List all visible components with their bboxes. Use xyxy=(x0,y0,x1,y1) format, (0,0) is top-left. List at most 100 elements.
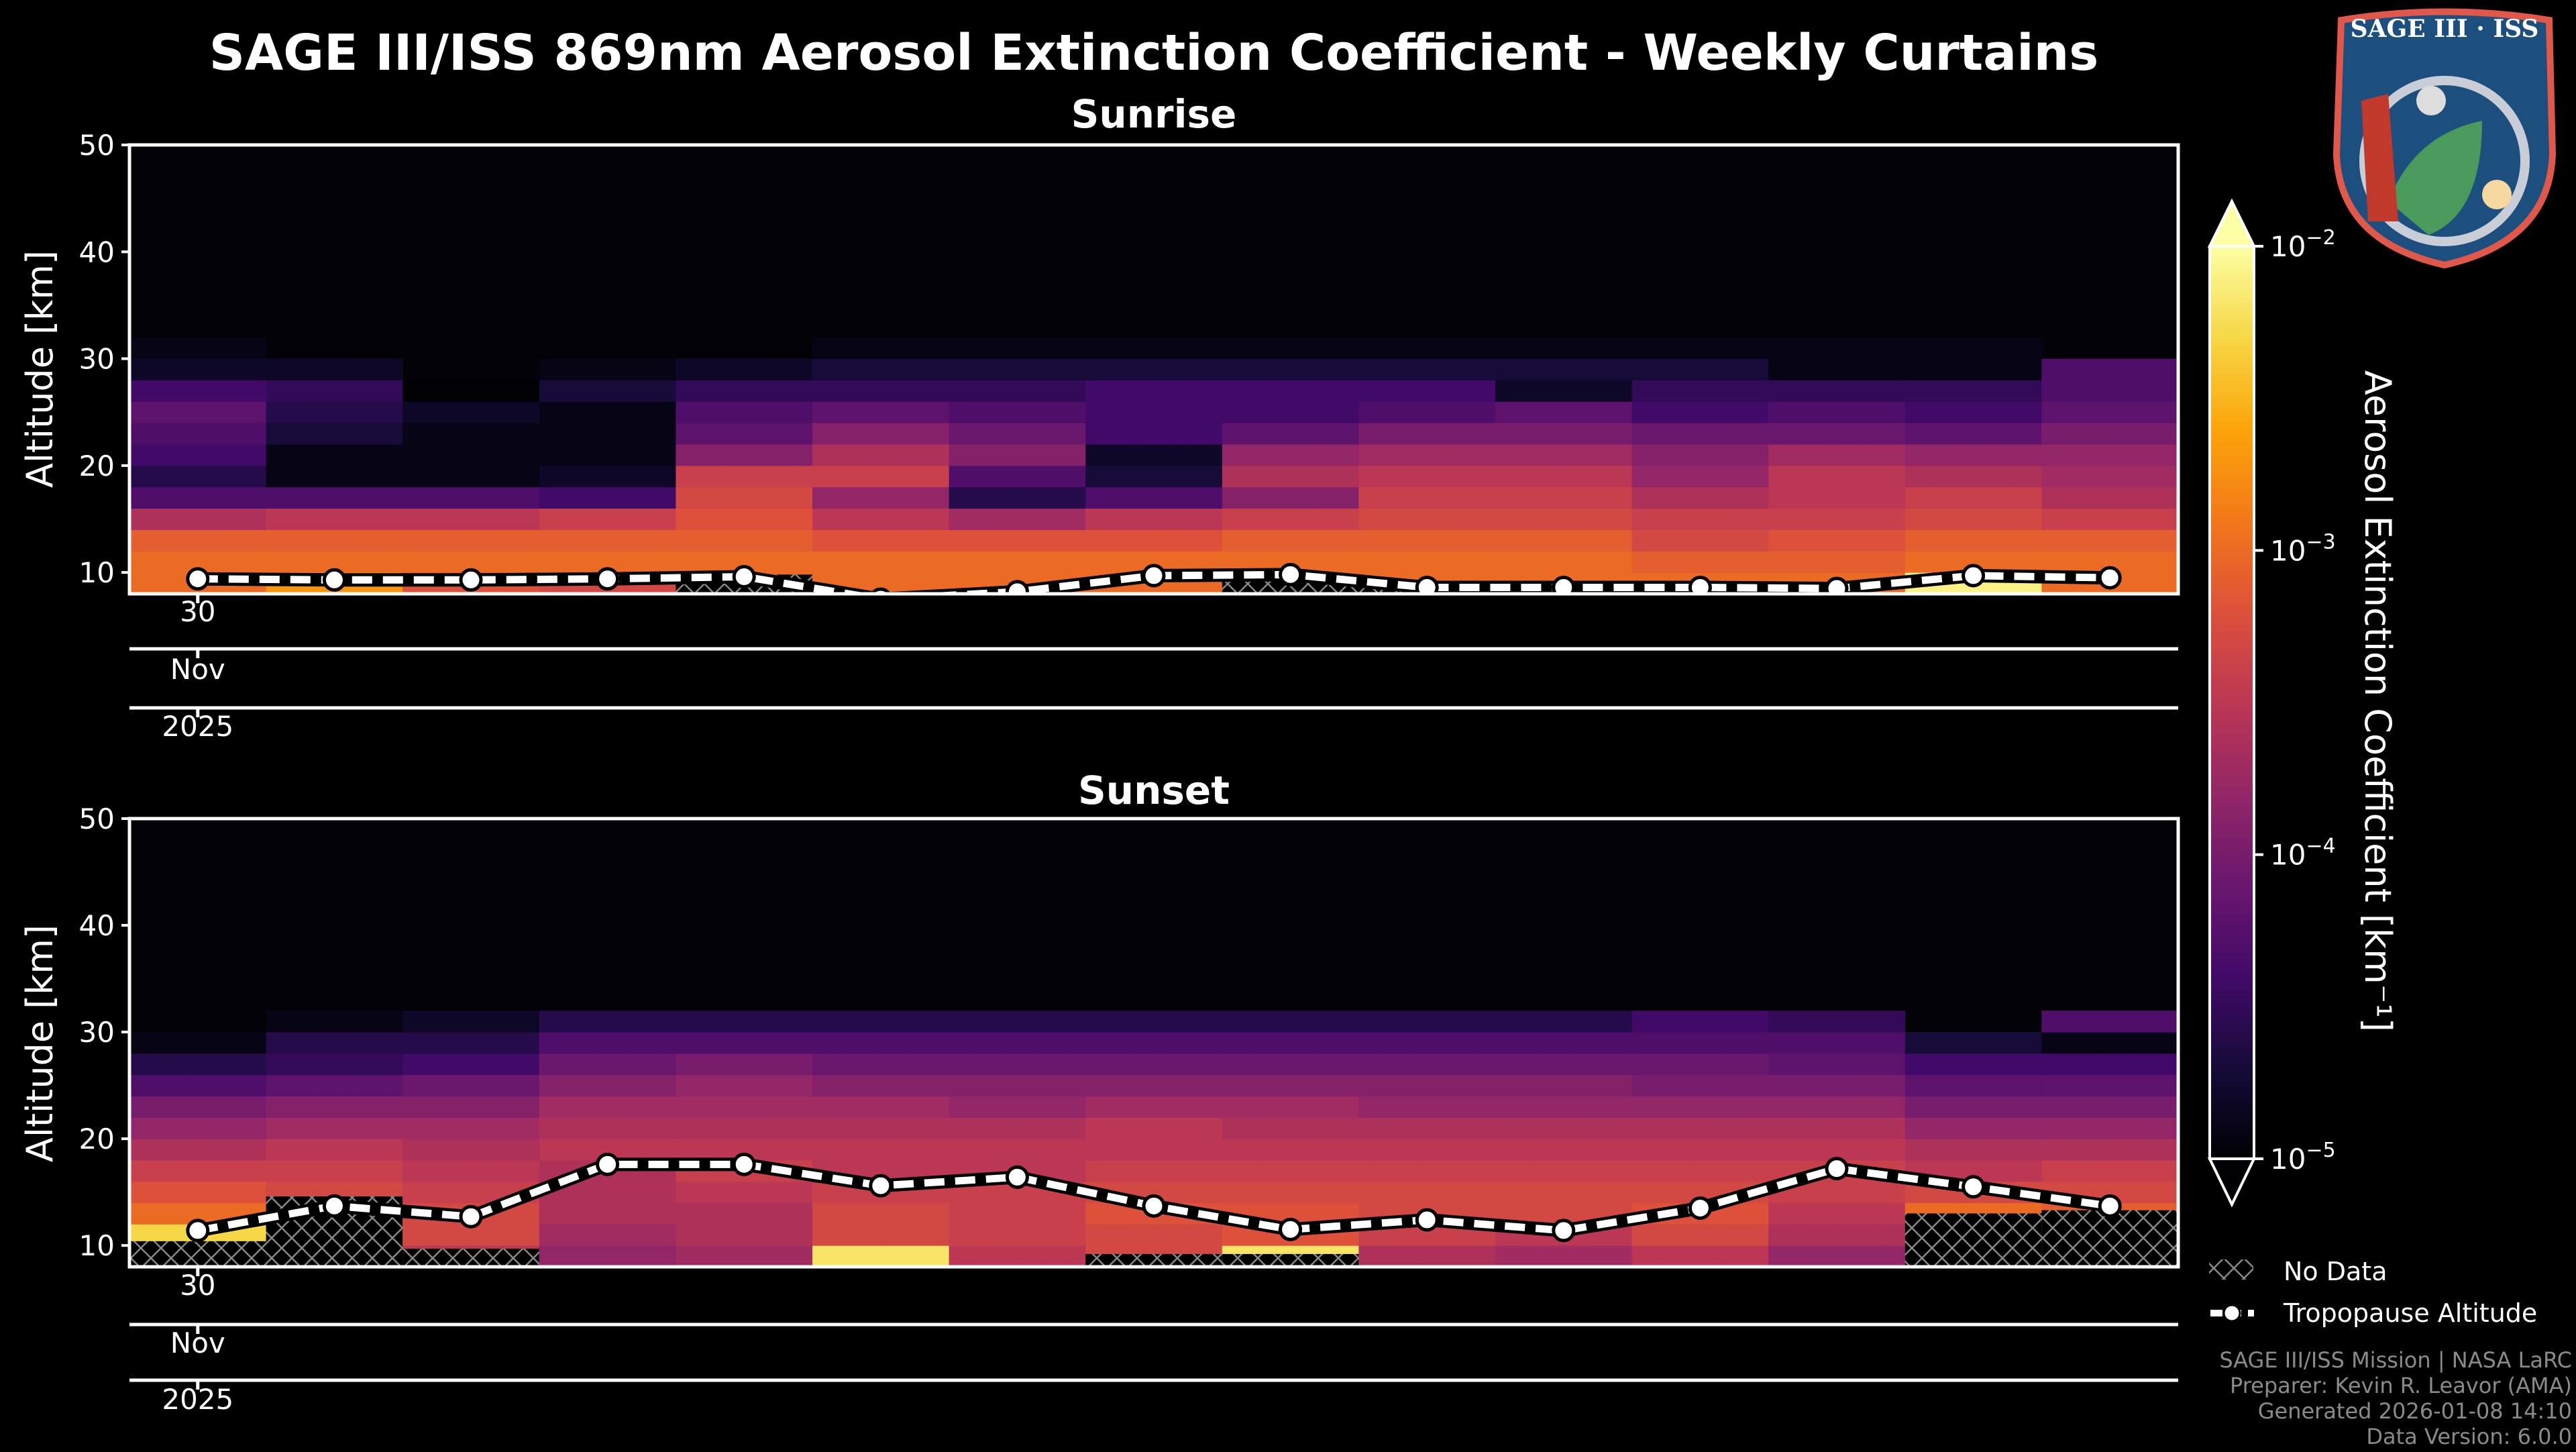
tropopause-point xyxy=(459,1204,483,1229)
extinction-cell xyxy=(539,508,676,530)
extinction-cell xyxy=(402,1074,540,1097)
no-data-hatch xyxy=(1085,1253,1222,1267)
tropopause-point xyxy=(1142,1194,1166,1218)
extinction-cell xyxy=(949,1117,1086,1139)
extinction-cell xyxy=(1904,1053,2042,1076)
tropopause-point xyxy=(1552,1218,1576,1243)
extinction-cell xyxy=(949,486,1086,509)
extinction-cell xyxy=(1085,1074,1223,1097)
week-column xyxy=(1495,337,1633,594)
extinction-cell xyxy=(1222,529,1359,552)
extinction-cell xyxy=(1358,1074,1496,1097)
extinction-cell xyxy=(1768,1074,1906,1097)
extinction-cell xyxy=(129,1096,267,1118)
extinction-cell xyxy=(676,508,813,530)
x-tick-label-year: 2025 xyxy=(162,1383,233,1416)
extinction-cell xyxy=(1085,423,1223,445)
extinction-cell xyxy=(1495,1010,1633,1033)
colorbar-extend-min xyxy=(2207,1157,2257,1208)
colorbar: 10−210−310−410−5 Aerosol Extinction Coef… xyxy=(2207,198,2399,1208)
extinction-cell xyxy=(402,1159,540,1182)
no-data-hatch xyxy=(2041,1210,2178,1267)
week-column xyxy=(2041,358,2179,594)
extinction-cell xyxy=(812,1117,950,1139)
week-column xyxy=(266,358,403,594)
extinction-cell xyxy=(1495,401,1633,423)
extinction-cell xyxy=(129,1074,267,1097)
extinction-cell xyxy=(1904,380,2042,402)
tropopause-point xyxy=(2098,566,2122,590)
extinction-cell xyxy=(1358,1245,1496,1267)
extinction-cell xyxy=(1631,1032,1769,1054)
extinction-cell xyxy=(2041,423,2179,445)
extinction-cell xyxy=(949,1074,1086,1097)
week-column xyxy=(1358,337,1496,594)
extinction-cell xyxy=(266,423,403,445)
plot-frame xyxy=(127,143,2180,596)
tropopause-point xyxy=(1825,576,1849,594)
extinction-cell xyxy=(1222,423,1359,445)
extinction-cell xyxy=(812,1139,950,1161)
y-tick-label: 40 xyxy=(79,909,115,942)
extinction-cell xyxy=(676,358,813,380)
extinction-cell xyxy=(812,358,950,380)
extinction-cell xyxy=(1904,465,2042,488)
extinction-cell xyxy=(812,1224,950,1246)
extinction-cell xyxy=(1085,337,1223,360)
tropopause-point xyxy=(1688,575,1712,594)
extinction-cell xyxy=(812,1096,950,1118)
extinction-cell xyxy=(1495,337,1633,360)
week-column xyxy=(1631,1010,1769,1267)
extinction-cell xyxy=(129,401,267,423)
extinction-cell xyxy=(1768,423,1906,445)
legend-tropopause-label: Tropopause Altitude xyxy=(2283,1298,2537,1328)
extinction-cell xyxy=(676,1032,813,1054)
x-tick-label-month: Nov xyxy=(170,1327,225,1359)
tropopause-point xyxy=(1552,575,1576,594)
extinction-cell xyxy=(949,1053,1086,1076)
extinction-cell xyxy=(1358,1117,1496,1139)
extinction-cell xyxy=(2041,1074,2179,1097)
y-axis-label: Altitude [km] xyxy=(19,250,61,488)
week-column xyxy=(1768,337,1906,594)
tropopause-point xyxy=(1962,564,1986,588)
extinction-cell xyxy=(1085,1224,1223,1246)
y-tick-label: 50 xyxy=(79,129,115,162)
extinction-cell xyxy=(1631,1139,1769,1161)
extinction-cell xyxy=(949,358,1086,380)
extinction-cell xyxy=(539,1202,676,1225)
extinction-cell xyxy=(949,551,1086,573)
extinction-cell xyxy=(949,401,1086,423)
extinction-cell xyxy=(1085,1159,1223,1182)
extinction-cell xyxy=(1768,1117,1906,1139)
extinction-cell xyxy=(1222,1117,1359,1139)
extinction-cell xyxy=(1631,465,1769,488)
extinction-cell xyxy=(266,1159,403,1182)
extinction-cell xyxy=(676,423,813,445)
extinction-cell xyxy=(266,1010,403,1033)
extinction-cell xyxy=(266,444,403,466)
extinction-cell xyxy=(1495,1096,1633,1118)
extinction-cell xyxy=(1495,1053,1633,1076)
extinction-cell xyxy=(949,508,1086,530)
extinction-cell xyxy=(1904,337,2042,360)
extinction-cell xyxy=(1358,423,1496,445)
extinction-cell xyxy=(402,423,540,445)
week-column xyxy=(1768,1010,1906,1267)
extinction-cell xyxy=(676,1117,813,1139)
extinction-cell xyxy=(812,508,950,530)
extinction-cell xyxy=(2041,1010,2179,1033)
week-column xyxy=(402,1010,540,1267)
extinction-cell xyxy=(1904,444,2042,466)
extinction-cell xyxy=(676,1096,813,1118)
extinction-cell xyxy=(1768,337,1906,360)
week-column xyxy=(676,1010,813,1267)
colorbar-label: Aerosol Extinction Coefficient [km⁻¹] xyxy=(2357,370,2399,1032)
extinction-cell xyxy=(402,1053,540,1076)
extinction-cell xyxy=(1768,444,1906,466)
extinction-cell xyxy=(1358,1181,1496,1204)
extinction-cell xyxy=(1358,1139,1496,1161)
panel-title: Sunrise xyxy=(1071,91,1237,137)
extinction-cell xyxy=(1768,486,1906,509)
